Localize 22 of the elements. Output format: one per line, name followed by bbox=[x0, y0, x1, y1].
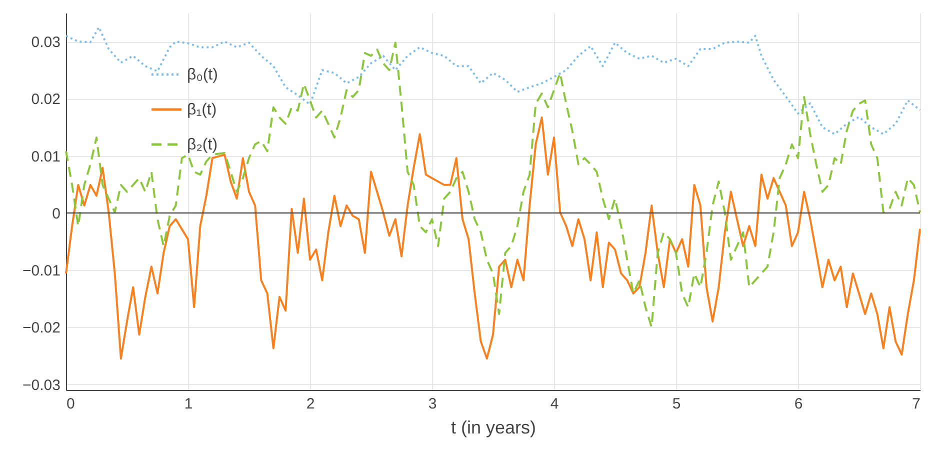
x-tick-label: 3 bbox=[428, 396, 437, 412]
line-series bbox=[65, 42, 921, 328]
y-tick-label: 0.02 bbox=[31, 91, 60, 108]
line-series bbox=[65, 26, 921, 136]
legend-label: β₁(t) bbox=[187, 102, 217, 118]
x-axis-title: t (in years) bbox=[450, 418, 536, 438]
x-tick-label: 5 bbox=[672, 396, 681, 412]
x-tick-label: 7 bbox=[912, 396, 920, 412]
x-tick-label: 2 bbox=[306, 396, 315, 412]
y-tick-label: 0 bbox=[52, 205, 60, 222]
y-tick-label: 0.01 bbox=[31, 148, 60, 166]
x-tick-label: 6 bbox=[794, 396, 803, 412]
legend-label: β₀(t) bbox=[187, 66, 218, 84]
y-tick-label: 0.03 bbox=[31, 34, 60, 52]
x-tick-label: 4 bbox=[550, 396, 559, 412]
y-tick-label: −0.03 bbox=[22, 376, 60, 394]
legend-label: β₂(t) bbox=[187, 136, 218, 154]
x-tick-label: 0 bbox=[66, 396, 75, 412]
y-tick-label: −0.01 bbox=[22, 262, 60, 280]
x-tick-label: 1 bbox=[184, 396, 193, 412]
y-tick-label: −0.02 bbox=[22, 320, 60, 337]
line-series bbox=[65, 116, 921, 360]
